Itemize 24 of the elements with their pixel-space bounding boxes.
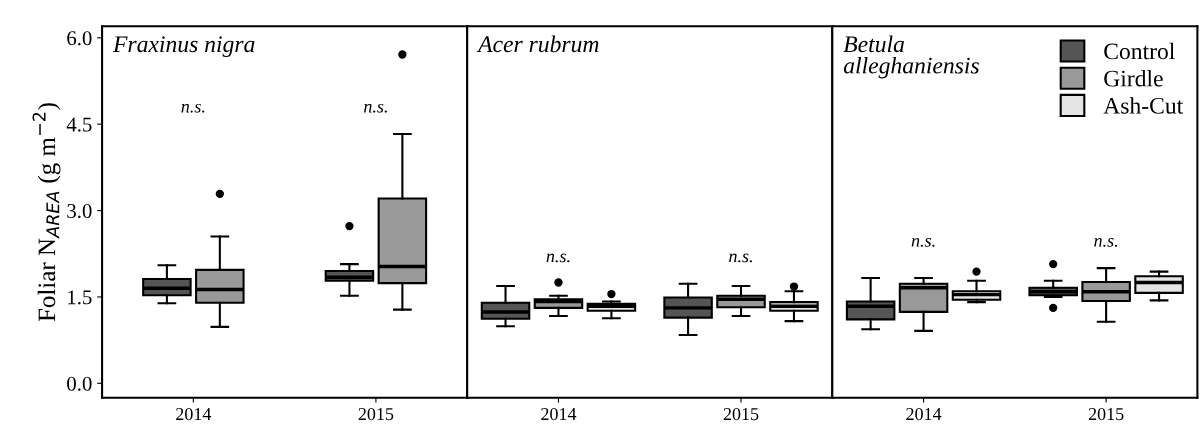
annotation: n.s. [911,238,935,247]
y-tick-label: 3.0 [67,203,92,219]
x-tick-label: 2014 [541,407,577,421]
annotation: n.s. [729,253,752,263]
annotation: n.s. [181,103,205,113]
legend-label: Control [1104,42,1175,60]
annotation: n.s. [546,253,570,263]
annotation: n.s. [1094,238,1118,247]
chart-title: Acer rubrum [476,35,599,53]
legend-label: Girdle [1104,69,1163,87]
annotation: n.s. [364,103,387,113]
text: Betula alleghaniensis [843,35,979,79]
y-tick-label: 4.5 [66,117,92,132]
legend-label: Ash-Cut [1103,97,1184,114]
y-tick-label: 6.0 [67,31,92,46]
x-tick-label: 2015 [1088,407,1124,421]
x-tick-label: 2014 [176,407,212,421]
y-axis-title: Foliar N$_{AREA}$ (g m$^{−2}$) [32,103,61,322]
chart-title: Fraxinus nigra [112,36,255,57]
y-tick-label: 1.5 [68,290,92,305]
y-tick-label: 0.0 [67,376,92,391]
x-tick-label: 2014 [906,407,942,421]
x-tick-label: 2015 [723,407,759,421]
x-tick-label: 2015 [358,407,394,421]
